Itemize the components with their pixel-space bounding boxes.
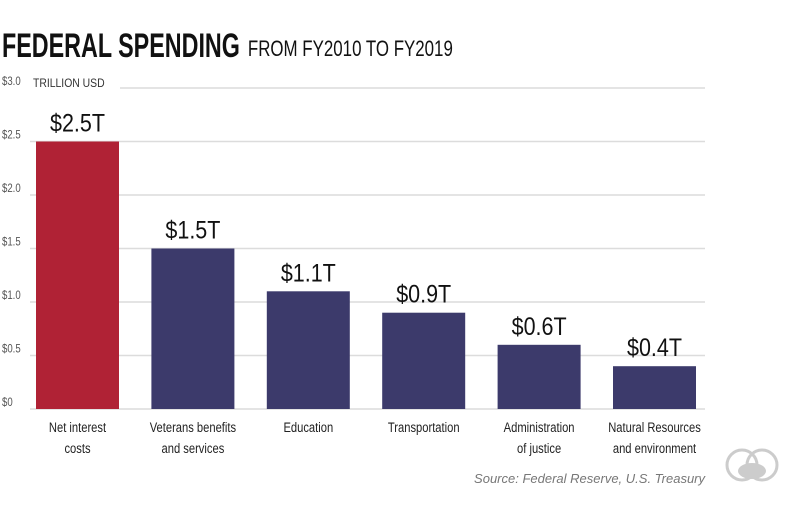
bar <box>382 312 466 409</box>
source-note: Source: Federal Reserve, U.S. Treasury <box>474 471 706 486</box>
y-tick-label: $0.5 <box>2 343 21 356</box>
y-tick-label: $2.0 <box>2 182 21 195</box>
bar-value-label: $1.5T <box>165 216 220 244</box>
y-tick-label: $1.5 <box>2 236 21 249</box>
bar <box>266 291 350 409</box>
category-label: Net interest <box>49 420 107 435</box>
y-tick-label: $0 <box>2 396 13 409</box>
category-label: Veterans benefits <box>150 420 236 435</box>
bar-value-label: $0.9T <box>396 280 451 308</box>
y-axis-unit-label: TRILLION USD <box>33 77 105 90</box>
bar-value-label: $0.6T <box>512 312 567 340</box>
bar <box>613 366 696 409</box>
bar-value-label: $0.4T <box>627 334 682 362</box>
category-label: Transportation <box>388 420 460 435</box>
category-label: Natural Resources <box>608 420 701 435</box>
y-tick-label: $3.0 <box>2 75 21 88</box>
bar-value-label: $1.1T <box>281 259 336 287</box>
chart-title: FEDERAL SPENDING <box>2 28 240 65</box>
y-tick-label: $1.0 <box>2 289 21 302</box>
category-label: Administration <box>504 420 575 435</box>
chart-subtitle: FROM FY2010 TO FY2019 <box>248 37 453 62</box>
category-label: costs <box>64 441 90 456</box>
bar-value-label: $2.5T <box>50 109 105 137</box>
category-label: and services <box>162 441 225 456</box>
bar <box>497 344 581 409</box>
category-label: of justice <box>517 441 561 456</box>
category-label: and environment <box>613 441 697 456</box>
bar <box>36 141 119 409</box>
y-tick-label: $2.5 <box>2 129 21 142</box>
bar <box>151 248 235 409</box>
category-label: Education <box>283 420 333 435</box>
logo-icon <box>725 448 779 482</box>
